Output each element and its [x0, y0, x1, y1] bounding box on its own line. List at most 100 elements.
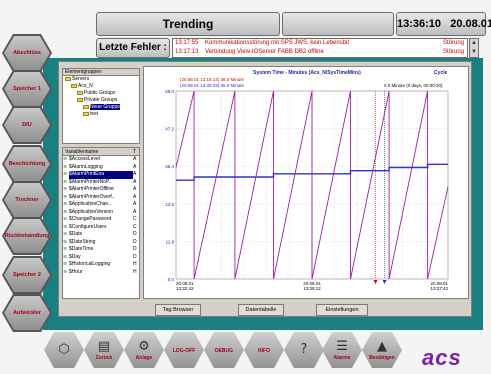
alarms-icon: ☰: [336, 338, 348, 354]
variable-icon: ≋: [63, 178, 68, 185]
variable-type: A: [133, 178, 137, 185]
error-scrollbar[interactable]: ▲ ▼: [469, 38, 479, 58]
tree-node[interactable]: Neue Gruppe: [63, 104, 139, 111]
variable-type: A: [133, 156, 137, 162]
folder-icon: [77, 97, 83, 102]
tree-node-label: Servers: [72, 76, 90, 82]
chart-title: System Time - Minutes (Acs_N\SysTimeMins…: [253, 70, 361, 76]
variable-row[interactable]: ≋ $DateTime D: [63, 246, 139, 254]
home-icon: ⬡: [58, 341, 70, 357]
variable-row[interactable]: ≋ $DateString D: [63, 239, 139, 247]
tree-node-label: Public Groups: [84, 90, 116, 96]
variable-name: $AlarmPrinterOffline: [69, 186, 114, 192]
tree-node[interactable]: Servers: [63, 76, 139, 83]
tag-browser-button[interactable]: Tag Browser: [155, 304, 201, 316]
error-row[interactable]: 13:17:55 Kommunikationsstörung mit SPS J…: [173, 39, 467, 48]
variable-row[interactable]: ≋ $ApplicationChan.. A: [63, 201, 139, 209]
variable-icon: ≋: [63, 201, 68, 207]
tree-node[interactable]: test: [63, 111, 139, 118]
back-button[interactable]: ▤ Zurück: [84, 332, 124, 368]
alarms-button[interactable]: ☰ Alarme: [322, 332, 362, 368]
error-list[interactable]: 13:17:55 Kommunikationsstörung mit SPS J…: [172, 38, 468, 58]
nav-button-abschluss[interactable]: Abschlüss: [4, 36, 50, 70]
tree-node[interactable]: Public Groups: [63, 90, 139, 97]
logoff-button[interactable]: LOG-OFF: [164, 332, 204, 368]
variable-list-header: Variablenname T: [63, 148, 139, 156]
folder-icon: [65, 76, 71, 81]
variable-icon: ≋: [63, 268, 68, 275]
variable-type: D: [133, 246, 137, 252]
nav-button-diu[interactable]: DIU: [4, 108, 50, 142]
variable-row[interactable]: ≋ $AlarmPrinterNoP.. A: [63, 179, 139, 187]
variable-row[interactable]: ≋ $AlarmPrinterOverf.. A: [63, 194, 139, 202]
nav-button-speicher-1[interactable]: Speicher 1: [4, 72, 50, 106]
variable-row[interactable]: ≋ $ConfigureUsers C: [63, 224, 139, 232]
last-errors-label: Letzte Fehler :: [96, 38, 170, 58]
variable-name: $ConfigureUsers: [69, 223, 107, 230]
data-table-button[interactable]: Datentabelle: [238, 304, 284, 316]
variable-row[interactable]: ≋ $Date D: [63, 231, 139, 239]
variable-row[interactable]: ≋ $AlarmPrinterOffline A: [63, 186, 139, 194]
variable-type: D: [133, 253, 137, 260]
tree-node[interactable]: Acs_N: [63, 83, 139, 90]
variable-rows: ≋ $AccessLevel A ≋ $AlarmLogging A ≋ $AlarmPrin…: [63, 156, 139, 276]
acs-logo: acs: [422, 345, 462, 370]
back-icon: ▤: [97, 338, 111, 354]
variable-row[interactable]: ≋ $ApplicationVersion A: [63, 209, 139, 217]
column-type[interactable]: T: [133, 149, 137, 155]
variable-list[interactable]: Variablenname T ≋ $AccessLevel A ≋ $AlarmLog…: [62, 147, 140, 299]
variable-icon: ≋: [63, 208, 68, 215]
scroll-up-icon[interactable]: ▲: [471, 40, 477, 46]
trend-chart[interactable]: System Time - Minutes (Acs_N\SysTimeMins…: [143, 66, 469, 299]
chart-legend-entry: (20.08.01 13:30:33) 36.0 Minute: [180, 83, 245, 88]
variable-name: $AccessLevel: [69, 156, 100, 162]
variable-row[interactable]: ≋ $AlarmPrintEna A: [63, 171, 139, 179]
column-name[interactable]: Variablenname: [65, 149, 99, 155]
scroll-down-icon[interactable]: ▼: [471, 49, 477, 55]
variable-row[interactable]: ≋ $HistoricalLogging H: [63, 261, 139, 269]
debug-button[interactable]: DEBUG: [204, 332, 244, 368]
variable-icon: ≋: [63, 261, 68, 267]
info-button[interactable]: INFO: [244, 332, 284, 368]
acknowledge-icon: ▲: [377, 338, 387, 354]
variable-type: A: [133, 193, 137, 200]
error-time: 13:17:13: [175, 49, 199, 55]
group-tree[interactable]: Elementgruppen Servers Acs_N Public Groups…: [62, 68, 140, 144]
back-label: Zurück: [95, 354, 113, 361]
nav-button-aufwickler[interactable]: Aufwickler: [4, 296, 50, 330]
help-button[interactable]: ?: [284, 332, 324, 368]
tree-node[interactable]: Private Groups: [63, 97, 139, 104]
variable-name: $DateString: [69, 238, 96, 245]
settings-button[interactable]: Einstellungen: [316, 304, 368, 316]
home-button[interactable]: ⬡: [44, 332, 84, 368]
variable-row[interactable]: ≋ $ChangePassword C: [63, 216, 139, 224]
variable-name: $AlarmPrintEna: [69, 171, 133, 179]
acknowledge-button[interactable]: ▲ Bestätigen: [362, 332, 402, 368]
variable-name: $ChangePassword: [69, 216, 112, 222]
tree-header: Elementgruppen: [63, 69, 139, 76]
variable-name: $DateTime: [69, 246, 94, 252]
variable-icon: ≋: [63, 238, 68, 245]
variable-row[interactable]: ≋ $AlarmLogging A: [63, 164, 139, 172]
chart-info-label: 0.0 Minute (0 days, 00:00:20): [384, 83, 443, 88]
variable-row[interactable]: ≋ $Hour H: [63, 269, 139, 277]
nav-button-trockner[interactable]: Trockner: [4, 183, 50, 217]
tree-node-label: Acs_N: [78, 83, 93, 89]
nav-button-label: Trockner: [15, 197, 39, 203]
variable-name: $HistoricalLogging: [69, 261, 111, 267]
nav-button-speicher-2[interactable]: Speicher 2: [4, 258, 50, 292]
plant-button[interactable]: ⚙ Anlage: [124, 332, 164, 368]
x-tick-date: 20.08.01: [430, 281, 448, 286]
nav-button-label: Aufwickler: [13, 310, 41, 316]
tree-node-label: Private Groups: [84, 97, 118, 103]
page-title: Trending: [96, 12, 280, 36]
variable-row[interactable]: ≋ $Day D: [63, 254, 139, 262]
variable-icon: ≋: [63, 246, 68, 252]
nav-button-rueckbehandlung[interactable]: Rückbehandlung: [4, 219, 50, 253]
variable-type: H: [133, 268, 137, 275]
variable-row[interactable]: ≋ $AccessLevel A: [63, 156, 139, 164]
nav-button-beschichtung[interactable]: Beschichtung: [4, 147, 50, 181]
folder-icon: [77, 90, 83, 95]
error-row[interactable]: 13:17:13 Verbindung View-IOServer FABB D…: [173, 48, 467, 57]
chart-svg[interactable]: System Time - Minutes (Acs_N\SysTimeMins…: [144, 67, 470, 300]
